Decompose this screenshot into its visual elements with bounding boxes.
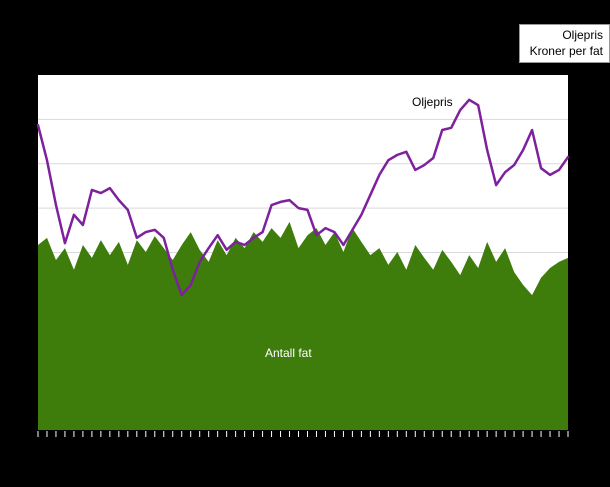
line-series-label: Oljepris xyxy=(412,95,453,109)
legend-box: Oljepris Kroner per fat xyxy=(518,24,610,64)
area-series-shape xyxy=(38,221,568,430)
legend-unit-label: Kroner per fat xyxy=(529,44,603,59)
line-series-shape xyxy=(36,98,570,297)
area-series-label: Antall fat xyxy=(265,346,312,360)
legend-series-label: Oljepris xyxy=(562,28,603,42)
